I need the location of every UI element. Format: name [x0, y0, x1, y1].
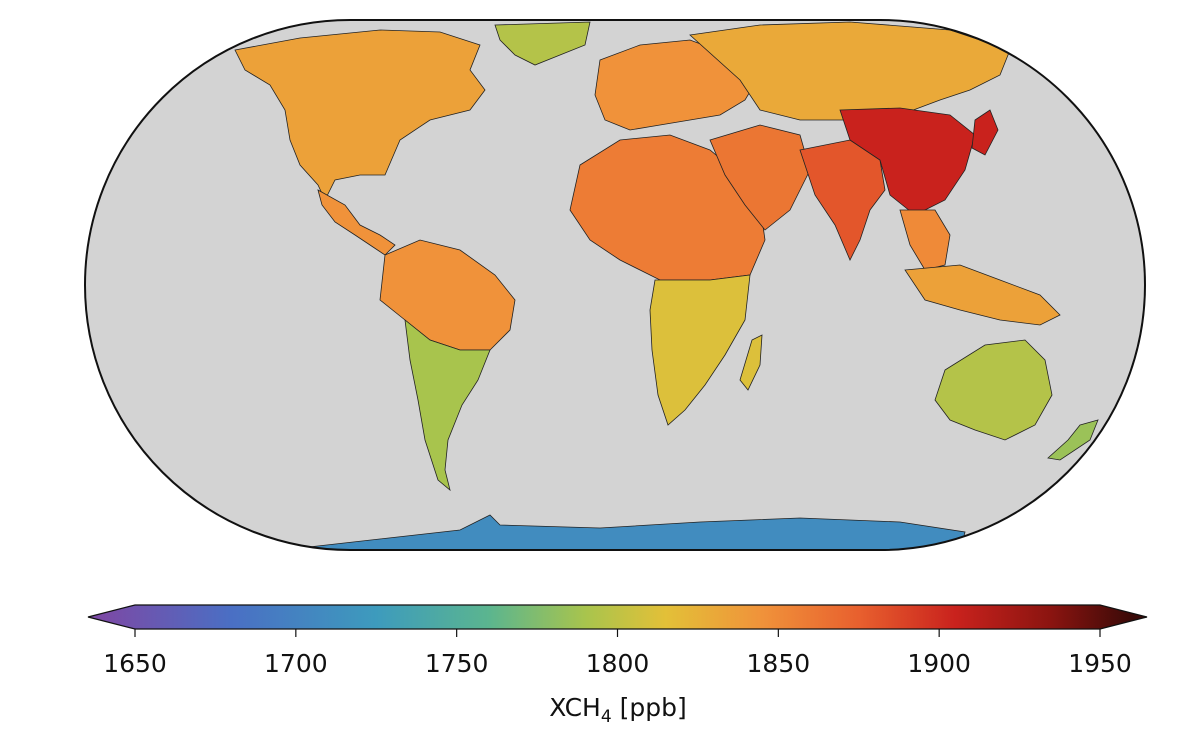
colorbar-tick-label: 1950: [1068, 649, 1132, 678]
colorbar-title-unit: [ppb]: [612, 693, 687, 722]
colorbar-title-subscript: 4: [601, 707, 612, 727]
land-masses: [234, 21, 1099, 550]
colorbar-tick-label: 1800: [586, 649, 650, 678]
colorbar-tick-label: 1700: [264, 649, 328, 678]
region-africa-south: [649, 274, 751, 426]
region-southeast-asia: [899, 209, 951, 271]
region-middle-east: [709, 124, 811, 231]
region-north-america: [234, 29, 486, 201]
region-europe: [594, 39, 761, 131]
region-africa-north: [569, 134, 766, 281]
region-russia-siberia: [689, 21, 1011, 121]
colorbar-tick-label: 1750: [425, 649, 489, 678]
region-japan: [971, 109, 999, 156]
colorbar: 1650 1700 1750 1800 1850 1900 1950 XCH4 [ppb]: [87, 604, 1148, 727]
colorbar-body: [87, 604, 1148, 630]
region-indonesia: [904, 264, 1061, 326]
region-south-america-south: [404, 319, 491, 492]
colorbar-title-main: XCH: [549, 693, 601, 722]
map-outline: [84, 19, 1146, 551]
colorbar-tick-label: 1850: [747, 649, 811, 678]
region-greenland: [494, 21, 591, 66]
region-australia: [934, 339, 1053, 441]
region-china-east: [839, 107, 976, 216]
colorbar-ticks: 1650 1700 1750 1800 1850 1900 1950: [103, 629, 1132, 678]
region-south-america-north: [379, 239, 516, 351]
colorbar-tick-label: 1900: [907, 649, 971, 678]
region-antarctica: [299, 514, 966, 550]
colorbar-title: XCH4 [ppb]: [549, 693, 686, 727]
colorbar-tick-label: 1650: [103, 649, 167, 678]
region-new-zealand: [1047, 419, 1099, 461]
region-madagascar: [739, 334, 763, 391]
